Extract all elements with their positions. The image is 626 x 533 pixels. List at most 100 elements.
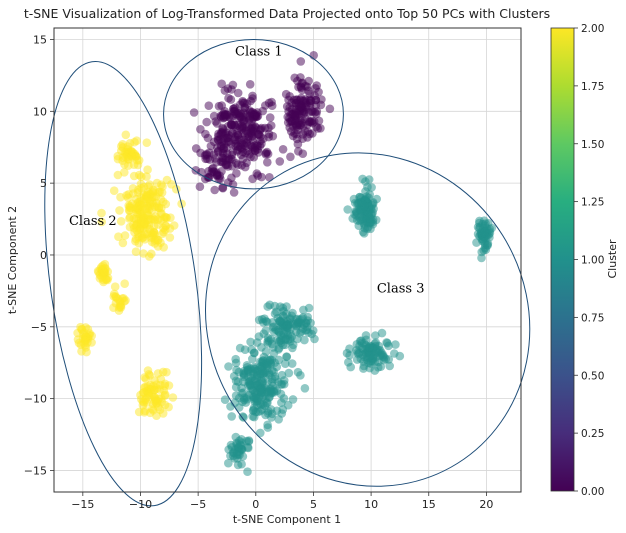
data-point (357, 198, 366, 207)
x-axis-label: t-SNE Component 1 (233, 513, 341, 526)
x-tick-label: 15 (422, 498, 436, 511)
data-point (316, 124, 325, 133)
data-point (205, 101, 214, 110)
data-point (132, 136, 141, 145)
data-point (110, 186, 119, 195)
x-tick-label: −15 (71, 498, 94, 511)
data-point (142, 191, 151, 200)
data-point (286, 153, 295, 162)
data-point (256, 429, 265, 438)
data-point (224, 94, 233, 103)
data-point (120, 168, 129, 177)
data-point (245, 437, 254, 446)
data-point (294, 140, 303, 149)
data-point (259, 400, 268, 409)
data-point (477, 254, 486, 263)
data-point (306, 117, 315, 126)
data-point (196, 182, 205, 191)
scatter-points (73, 51, 496, 476)
data-point (236, 100, 245, 109)
data-point (84, 325, 93, 334)
data-point (265, 387, 274, 396)
data-point (275, 344, 284, 353)
data-point (326, 105, 335, 114)
data-point (483, 241, 492, 250)
data-point (345, 344, 354, 353)
data-point (288, 359, 297, 368)
data-point (227, 441, 236, 450)
data-point (248, 175, 257, 184)
data-point (372, 195, 381, 204)
data-point (270, 358, 279, 367)
data-point (297, 83, 306, 92)
y-axis-label: t-SNE Component 2 (6, 206, 19, 314)
data-point (232, 169, 241, 178)
data-point (166, 213, 175, 222)
data-point (154, 369, 163, 378)
data-point (298, 314, 307, 323)
data-point (228, 112, 237, 121)
data-point (121, 231, 130, 240)
data-point (292, 130, 301, 139)
data-point (117, 217, 126, 226)
data-point (156, 405, 165, 414)
y-axis-ticks: −15−10−5051015 (24, 33, 54, 477)
data-point (239, 413, 248, 422)
data-point (243, 361, 252, 370)
data-point (240, 136, 249, 145)
colorbar-tick-label: 0.75 (581, 312, 604, 324)
data-point (202, 118, 211, 127)
data-point (161, 226, 170, 235)
data-point (480, 229, 489, 238)
series-cluster-2 (73, 131, 186, 421)
data-point (235, 368, 244, 377)
data-point (256, 386, 265, 395)
tsne-figure: t-SNE Visualization of Log-Transformed D… (0, 0, 626, 533)
data-point (134, 185, 143, 194)
data-point (231, 355, 240, 364)
data-point (276, 302, 285, 311)
y-tick-label: 0 (40, 249, 47, 262)
data-point (301, 384, 310, 393)
data-point (310, 91, 319, 100)
data-point (230, 188, 239, 197)
data-point (122, 191, 131, 200)
data-point (247, 345, 256, 354)
data-point (82, 348, 91, 357)
data-point (236, 344, 245, 353)
data-point (355, 213, 364, 222)
data-point (371, 331, 380, 340)
data-point (367, 183, 376, 192)
data-point (303, 133, 312, 142)
series-cluster-1 (221, 175, 496, 476)
colorbar-tick-label: 2.00 (581, 23, 604, 35)
data-point (190, 108, 199, 117)
data-point (134, 230, 143, 239)
data-point (257, 173, 266, 182)
colorbar-ticks: 0.00 0.25 0.50 0.75 1.00 1.25 1.50 1.75 2.00 (574, 23, 604, 498)
colorbar-tick-label: 1.25 (581, 197, 604, 209)
data-point (266, 113, 275, 122)
data-point (138, 202, 147, 211)
data-point (232, 450, 241, 459)
data-point (278, 333, 287, 342)
data-point (132, 247, 141, 256)
data-point (232, 377, 241, 386)
data-point (130, 172, 139, 181)
data-point (360, 229, 369, 238)
data-point (129, 221, 138, 230)
data-point (236, 143, 245, 152)
data-point (81, 337, 90, 346)
data-point (152, 380, 161, 389)
data-point (111, 292, 120, 301)
data-point (258, 367, 267, 376)
data-point (304, 77, 313, 86)
data-point (286, 335, 295, 344)
data-point (365, 344, 374, 353)
data-point (154, 215, 163, 224)
data-point (140, 398, 149, 407)
data-point (263, 148, 272, 157)
data-point (312, 81, 321, 90)
data-point (227, 412, 236, 421)
data-point (365, 214, 374, 223)
